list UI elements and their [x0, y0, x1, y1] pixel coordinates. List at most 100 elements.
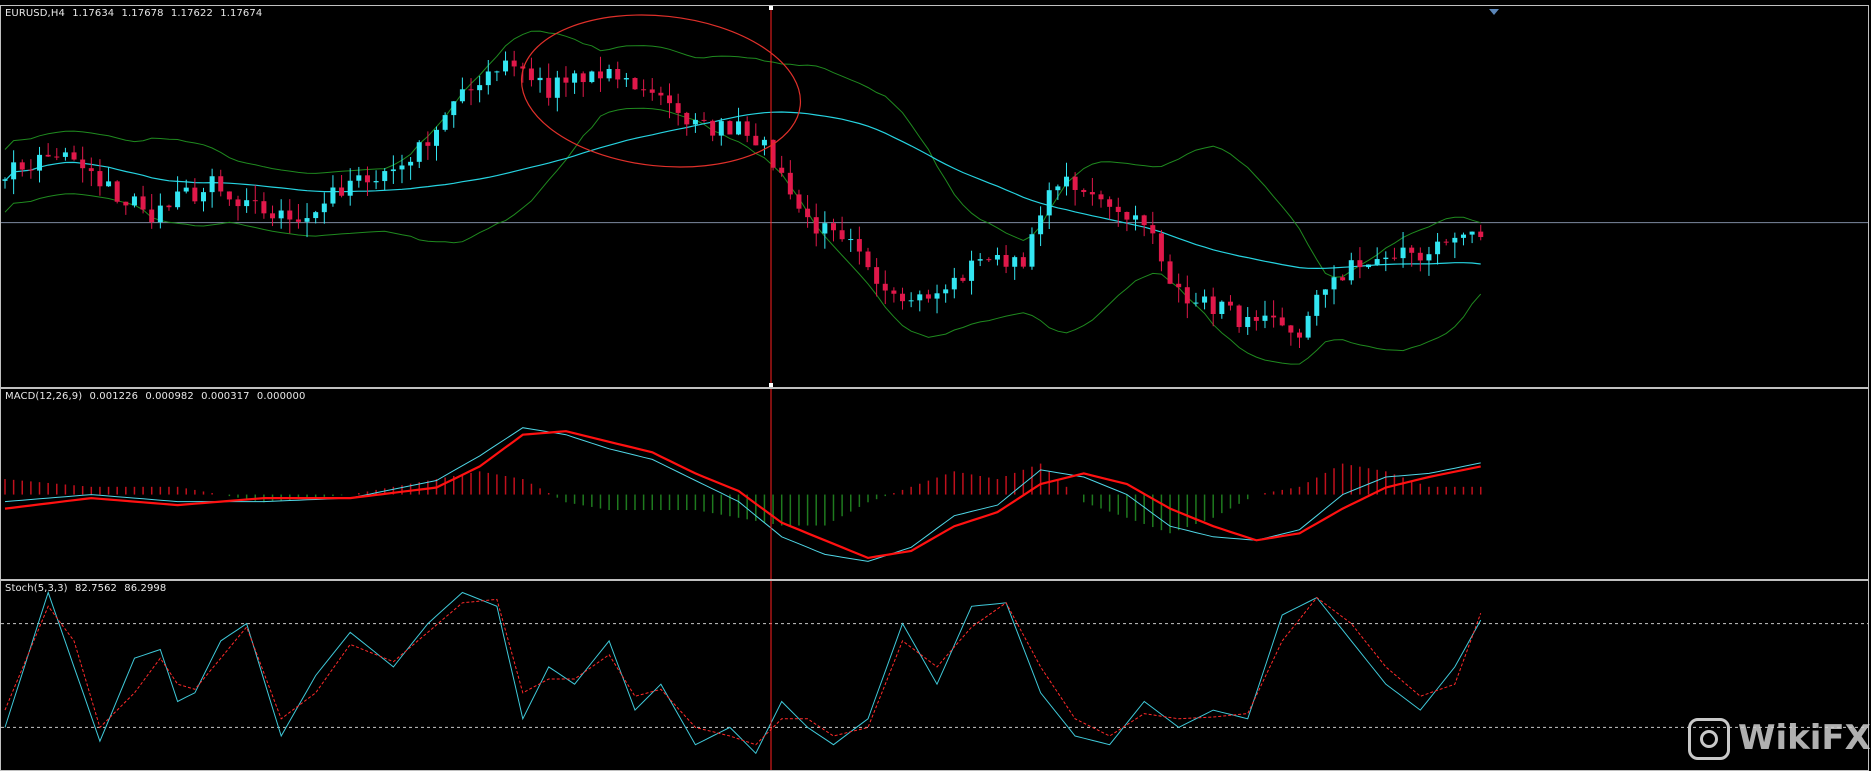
stochastic-pane-title: Stoch(5,3,3) 82.7562 86.2998 — [5, 583, 170, 594]
bull-candle — [1055, 186, 1061, 191]
bear-candle — [1443, 241, 1449, 243]
bear-candle — [658, 92, 664, 96]
bear-candle — [235, 199, 241, 207]
bull-candle — [943, 289, 949, 294]
bear-candle — [874, 267, 880, 284]
bear-candle — [960, 277, 966, 281]
bollinger-lower-band — [4, 107, 1482, 365]
bear-candle — [140, 196, 146, 210]
bull-candle — [485, 71, 491, 86]
bear-candle — [701, 119, 707, 121]
stochastic-signal-value: 86.2998 — [124, 583, 167, 594]
bull-candle — [1046, 190, 1052, 216]
bear-candle — [339, 187, 345, 196]
bull-candle — [951, 277, 957, 290]
bull-candle — [1383, 257, 1389, 260]
bull-candle — [1012, 257, 1018, 267]
bull-candle — [356, 175, 362, 181]
bear-candle — [597, 71, 603, 79]
macd-chart[interactable] — [1, 389, 1868, 579]
bull-candle — [459, 89, 465, 102]
stochastic-title: Stoch(5,3,3) — [5, 583, 68, 594]
high-value: 1.17678 — [121, 8, 164, 19]
bull-candle — [477, 85, 483, 91]
bear-candle — [744, 121, 750, 136]
bear-candle — [1167, 261, 1173, 284]
bull-candle — [1426, 254, 1432, 261]
bear-candle — [1089, 192, 1095, 195]
bull-candle — [416, 142, 422, 162]
chart-shift-marker-icon[interactable] — [1489, 9, 1499, 15]
bull-candle — [761, 139, 767, 146]
bull-candle — [1202, 296, 1208, 303]
bull-candle — [175, 191, 181, 208]
bear-candle — [192, 187, 198, 202]
bull-candle — [11, 162, 17, 180]
bull-candle — [131, 196, 137, 206]
bear-candle — [615, 69, 621, 80]
bear-candle — [1141, 215, 1147, 226]
bear-candle — [1391, 257, 1397, 259]
bull-candle — [917, 294, 923, 301]
price-chart[interactable] — [1, 6, 1868, 387]
bull-candle — [408, 161, 414, 166]
bull-candle — [106, 181, 112, 187]
price-pane[interactable]: EURUSD,H4 1.17634 1.17678 1.17622 1.1767… — [0, 5, 1869, 388]
bull-candle — [330, 187, 336, 204]
bear-candle — [882, 283, 888, 291]
bear-candle — [675, 103, 681, 113]
bull-candle — [382, 171, 388, 182]
stochastic-main-value: 82.7562 — [74, 583, 118, 594]
bull-candle — [183, 187, 189, 192]
bull-candle — [537, 77, 543, 81]
bear-candle — [1478, 231, 1484, 238]
bull-candle — [209, 176, 215, 193]
bear-candle — [45, 154, 51, 157]
macd-value-3: 0.000317 — [201, 391, 250, 402]
macd-pane[interactable]: MACD(12,26,9) 0.001226 0.000982 0.000317… — [0, 388, 1869, 580]
bear-candle — [649, 89, 655, 93]
bull-candle — [969, 260, 975, 281]
bull-candle — [278, 210, 284, 219]
bear-candle — [1003, 255, 1009, 267]
bull-candle — [1305, 315, 1311, 338]
bear-candle — [149, 209, 155, 223]
bull-candle — [304, 218, 310, 222]
bull-candle — [718, 121, 724, 136]
bear-candle — [925, 294, 931, 299]
open-value: 1.17634 — [72, 8, 115, 19]
bull-candle — [1314, 294, 1320, 316]
bull-candle — [1193, 302, 1199, 304]
macd-value-1: 0.001226 — [89, 391, 139, 402]
stochastic-pane[interactable]: Stoch(5,3,3) 82.7562 86.2998 WikiFX — [0, 580, 1871, 771]
bull-candle — [321, 203, 327, 213]
watermark-text: WikiFX — [1738, 718, 1871, 758]
bull-candle — [1452, 237, 1458, 243]
bear-candle — [1227, 301, 1233, 306]
bear-candle — [1253, 316, 1259, 321]
bear-candle — [1115, 206, 1121, 212]
bear-candle — [1417, 252, 1423, 261]
bull-candle — [1331, 277, 1337, 290]
bear-candle — [261, 201, 267, 214]
stochastic-chart[interactable] — [1, 581, 1868, 770]
bull-candle — [623, 78, 629, 80]
bull-candle — [1374, 259, 1380, 265]
bull-candle — [157, 205, 163, 223]
bear-candle — [1098, 194, 1104, 200]
bull-candle — [313, 212, 319, 219]
bear-candle — [727, 121, 733, 135]
bull-candle — [848, 239, 854, 241]
macd-value-2: 0.000982 — [145, 391, 194, 402]
bear-candle — [71, 152, 77, 160]
stochastic-signal-line — [4, 596, 1482, 746]
bear-candle — [1107, 199, 1113, 207]
bear-candle — [218, 176, 224, 192]
bull-candle — [1400, 247, 1406, 259]
bull-candle — [1322, 289, 1328, 295]
bear-candle — [796, 194, 802, 209]
bull-candle — [62, 152, 68, 157]
bear-candle — [891, 290, 897, 294]
bear-candle — [1288, 325, 1294, 333]
bear-candle — [546, 77, 552, 98]
